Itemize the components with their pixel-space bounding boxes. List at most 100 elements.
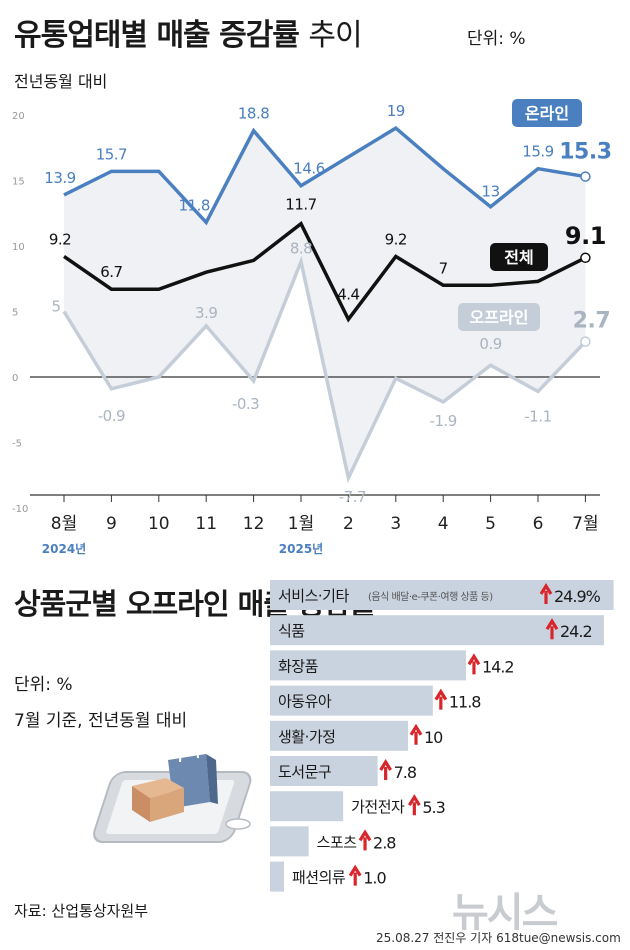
x-tick-label: 3: [390, 514, 401, 534]
category-label: 식품: [278, 622, 305, 640]
bar: [270, 826, 309, 857]
data-label: -1.9: [430, 412, 457, 430]
basis-label: 전년동월 대비: [14, 72, 108, 91]
line-chart: 20 15 10 5 0 -5 -10 8월 9 10 11 12 1월 2 3 4 5 6 7월 2024년 2025…: [12, 99, 612, 556]
unit-label: 단위: %: [467, 29, 526, 49]
y-tick-label: 0: [12, 373, 18, 384]
data-label: -0.3: [232, 395, 259, 413]
category-label: 가전전자: [351, 798, 405, 816]
data-label: 14.6: [293, 160, 324, 178]
data-label: 9.2: [49, 230, 71, 248]
value-label: 24.2: [560, 622, 592, 641]
year-label-2025: 2025년: [279, 542, 323, 556]
value-label: 10: [424, 728, 443, 747]
shopping-phone-illustration: [93, 746, 252, 843]
up-arrow-icon: [407, 794, 421, 816]
data-label: 8.8: [290, 240, 312, 258]
data-label: 11.8: [178, 196, 209, 214]
up-arrow-icon: [539, 582, 553, 604]
data-label: 15.9: [522, 143, 553, 161]
chart-title: 유통업태별 매출 증감률 추이: [14, 10, 363, 54]
bar: [270, 650, 466, 681]
y-tick-label: -5: [12, 439, 22, 450]
bar-chart-unit: 단위: %: [14, 675, 73, 695]
bar: [270, 791, 344, 822]
data-label: 13: [482, 183, 500, 201]
offline-legend-badge-bg: [458, 303, 540, 331]
x-tick-label: 5: [485, 514, 496, 534]
up-arrow-icon: [379, 758, 392, 780]
up-arrow-icon: [358, 829, 372, 851]
data-label: 4.4: [337, 285, 359, 303]
category-label: 패션의류: [292, 869, 346, 887]
bar: [270, 580, 614, 610]
up-arrow-icon: [348, 864, 362, 886]
up-arrow-icon: [467, 653, 481, 675]
end-point-marker: [580, 252, 591, 264]
category-label: 스포츠: [317, 833, 358, 851]
bar: [270, 756, 378, 786]
x-tick-label: 12: [243, 514, 265, 534]
value-label: 5.3: [422, 798, 444, 817]
category-label: 화장품: [278, 657, 318, 675]
data-label: -0.9: [98, 407, 125, 425]
data-label: 15.7: [96, 145, 127, 163]
y-tick-label: -10: [12, 504, 28, 515]
value-label: 11.8: [449, 693, 481, 712]
online-legend-badge-bg: [512, 99, 582, 127]
credit-line: 25.08.27 전진우 기자 618tue@newsis.com: [376, 931, 621, 945]
up-arrow-icon: [409, 723, 423, 745]
x-tick-label: 7월: [572, 514, 598, 534]
category-label: 서비스·기타: [278, 587, 349, 605]
offline-legend-badge: 오프라인: [470, 308, 529, 327]
source-label: 자료: 산업통상자원부: [14, 902, 149, 920]
data-label: 13.9: [44, 169, 75, 187]
data-label: 0.9: [479, 335, 501, 353]
data-label: 9.2: [385, 230, 407, 248]
online-series-line: [63, 125, 586, 226]
category-label: 아동유아: [278, 693, 332, 711]
x-tick-label: 4: [438, 514, 449, 534]
value-label: 1.0: [363, 869, 386, 888]
total-legend-badge-bg: [490, 243, 548, 271]
data-label: 7: [439, 259, 448, 277]
data-label: 5: [51, 298, 60, 316]
data-label: 3.9: [195, 304, 217, 322]
x-tick-label: 2: [343, 514, 354, 534]
x-tick-label: 11: [195, 514, 217, 534]
bar-chart-basis: 7월 기준, 전년동월 대비: [14, 711, 188, 731]
data-label: 9.1: [565, 222, 606, 250]
end-point-marker: [580, 171, 591, 182]
x-tick-label: 10: [148, 514, 170, 534]
x-tick-label: 6: [533, 514, 544, 534]
value-label: 14.2: [482, 657, 514, 676]
x-tick-label: 8월: [51, 514, 77, 534]
category-label: 도서문구: [278, 763, 331, 781]
y-tick-label: 20: [12, 111, 25, 122]
data-label: 11.7: [285, 196, 316, 214]
total-legend-badge: 전체: [504, 248, 533, 267]
x-tick-label: 9: [106, 514, 117, 534]
x-tick-label: 1월: [288, 514, 314, 534]
data-label: 18.8: [238, 105, 269, 123]
data-label: 19: [387, 102, 405, 120]
end-point-marker: [580, 336, 591, 347]
chart-title-bold: 유통업태별 매출 증감률: [14, 18, 300, 53]
value-label: 2.8: [373, 833, 396, 852]
data-label: -1.1: [524, 407, 551, 425]
bar-chart: 서비스·기타 (음식 배달·e-쿠폰·여행 상품 등) 24.9% 식품 24.2 화장품…: [270, 580, 614, 892]
bar: [270, 720, 408, 751]
data-label: 6.7: [100, 263, 122, 281]
y-tick-label: 10: [12, 242, 25, 253]
y-tick-label: 5: [12, 308, 18, 319]
up-arrow-icon: [545, 618, 559, 640]
area-band: [64, 128, 586, 478]
data-label: 15.3: [559, 140, 611, 165]
category-label: 생활·가정: [278, 728, 335, 746]
newsis-logo: 뉴시스: [452, 890, 558, 936]
year-label-2024: 2024년: [42, 542, 86, 556]
bar: [270, 615, 604, 646]
online-legend-badge: 온라인: [525, 104, 569, 123]
total-series-line: [63, 221, 587, 323]
bar: [270, 861, 284, 892]
